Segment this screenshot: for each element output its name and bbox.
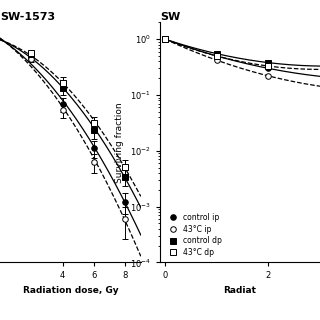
X-axis label: Radiation dose, Gy: Radiation dose, Gy [23, 286, 118, 295]
Text: SW-1573: SW-1573 [0, 12, 55, 22]
X-axis label: Radiat: Radiat [223, 286, 257, 295]
Y-axis label: Surviving fraction: Surviving fraction [115, 102, 124, 183]
Legend: control ip, 43°C ip, control dp, 43°C dp: control ip, 43°C ip, control dp, 43°C dp [164, 212, 223, 259]
Text: SW: SW [160, 12, 180, 22]
